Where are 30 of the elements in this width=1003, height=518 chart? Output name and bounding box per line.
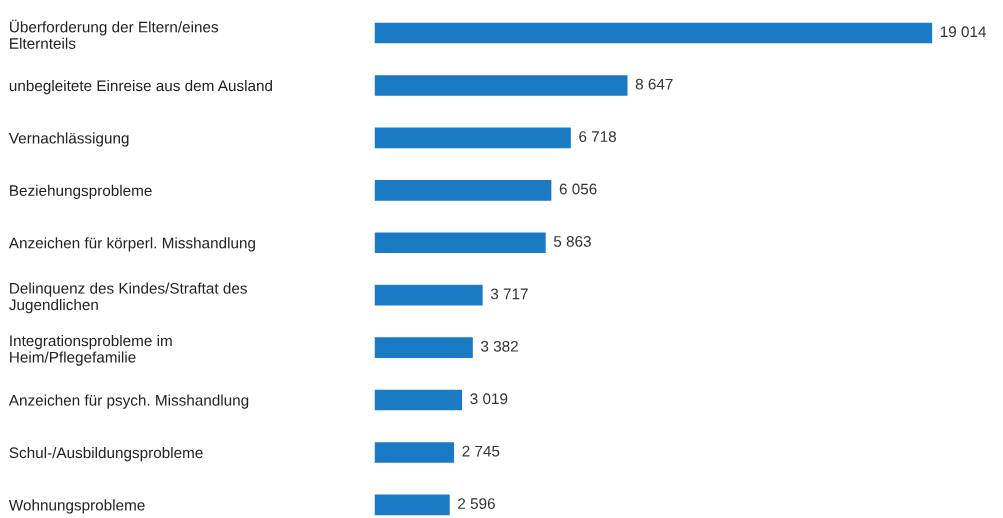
y-tick-label: Überforderung der Eltern/eines Elternteils [10, 19, 219, 49]
bar [374, 283, 485, 307]
bar [374, 21, 933, 45]
y-tick-label: unbegleitete Einreise aus dem Ausland [9, 79, 273, 95]
y-tick-label: Delinquenz des Kindes/Straftat des Jugendlichen [9, 282, 247, 314]
bar [374, 178, 553, 203]
data-label: 8 647 [635, 78, 673, 90]
bar [374, 231, 548, 255]
bar [374, 73, 629, 98]
data-label: 2 596 [458, 498, 495, 509]
bar [374, 440, 456, 465]
data-label: 3 717 [490, 288, 528, 300]
y-tick-label: Schul-/Ausbildungsprobleme [9, 446, 203, 462]
y-tick-label: Integrationsprobleme im Heim/Pflegefamilie [10, 334, 172, 366]
bar [374, 493, 452, 517]
data-label: 3 382 [481, 340, 518, 352]
data-label: 3 019 [470, 393, 508, 405]
bar [374, 388, 464, 412]
data-label: 6 056 [559, 183, 597, 195]
y-tick-label: Anzeichen für körperl. Misshandlung [8, 237, 255, 252]
bar [374, 126, 573, 150]
y-tick-label: Vernachlässigung [8, 132, 129, 147]
data-label: 6 718 [579, 131, 617, 142]
y-tick-label: Beziehungsprobleme [10, 184, 152, 200]
data-label: 5 863 [553, 236, 591, 247]
y-tick-label: Anzeichen für psych. Misshandlung [8, 394, 249, 409]
y-tick-label: Wohnungsprobleme [8, 499, 145, 514]
bar [374, 335, 475, 360]
data-label: 19 014 [940, 26, 987, 38]
data-label: 2 745 [462, 445, 500, 457]
